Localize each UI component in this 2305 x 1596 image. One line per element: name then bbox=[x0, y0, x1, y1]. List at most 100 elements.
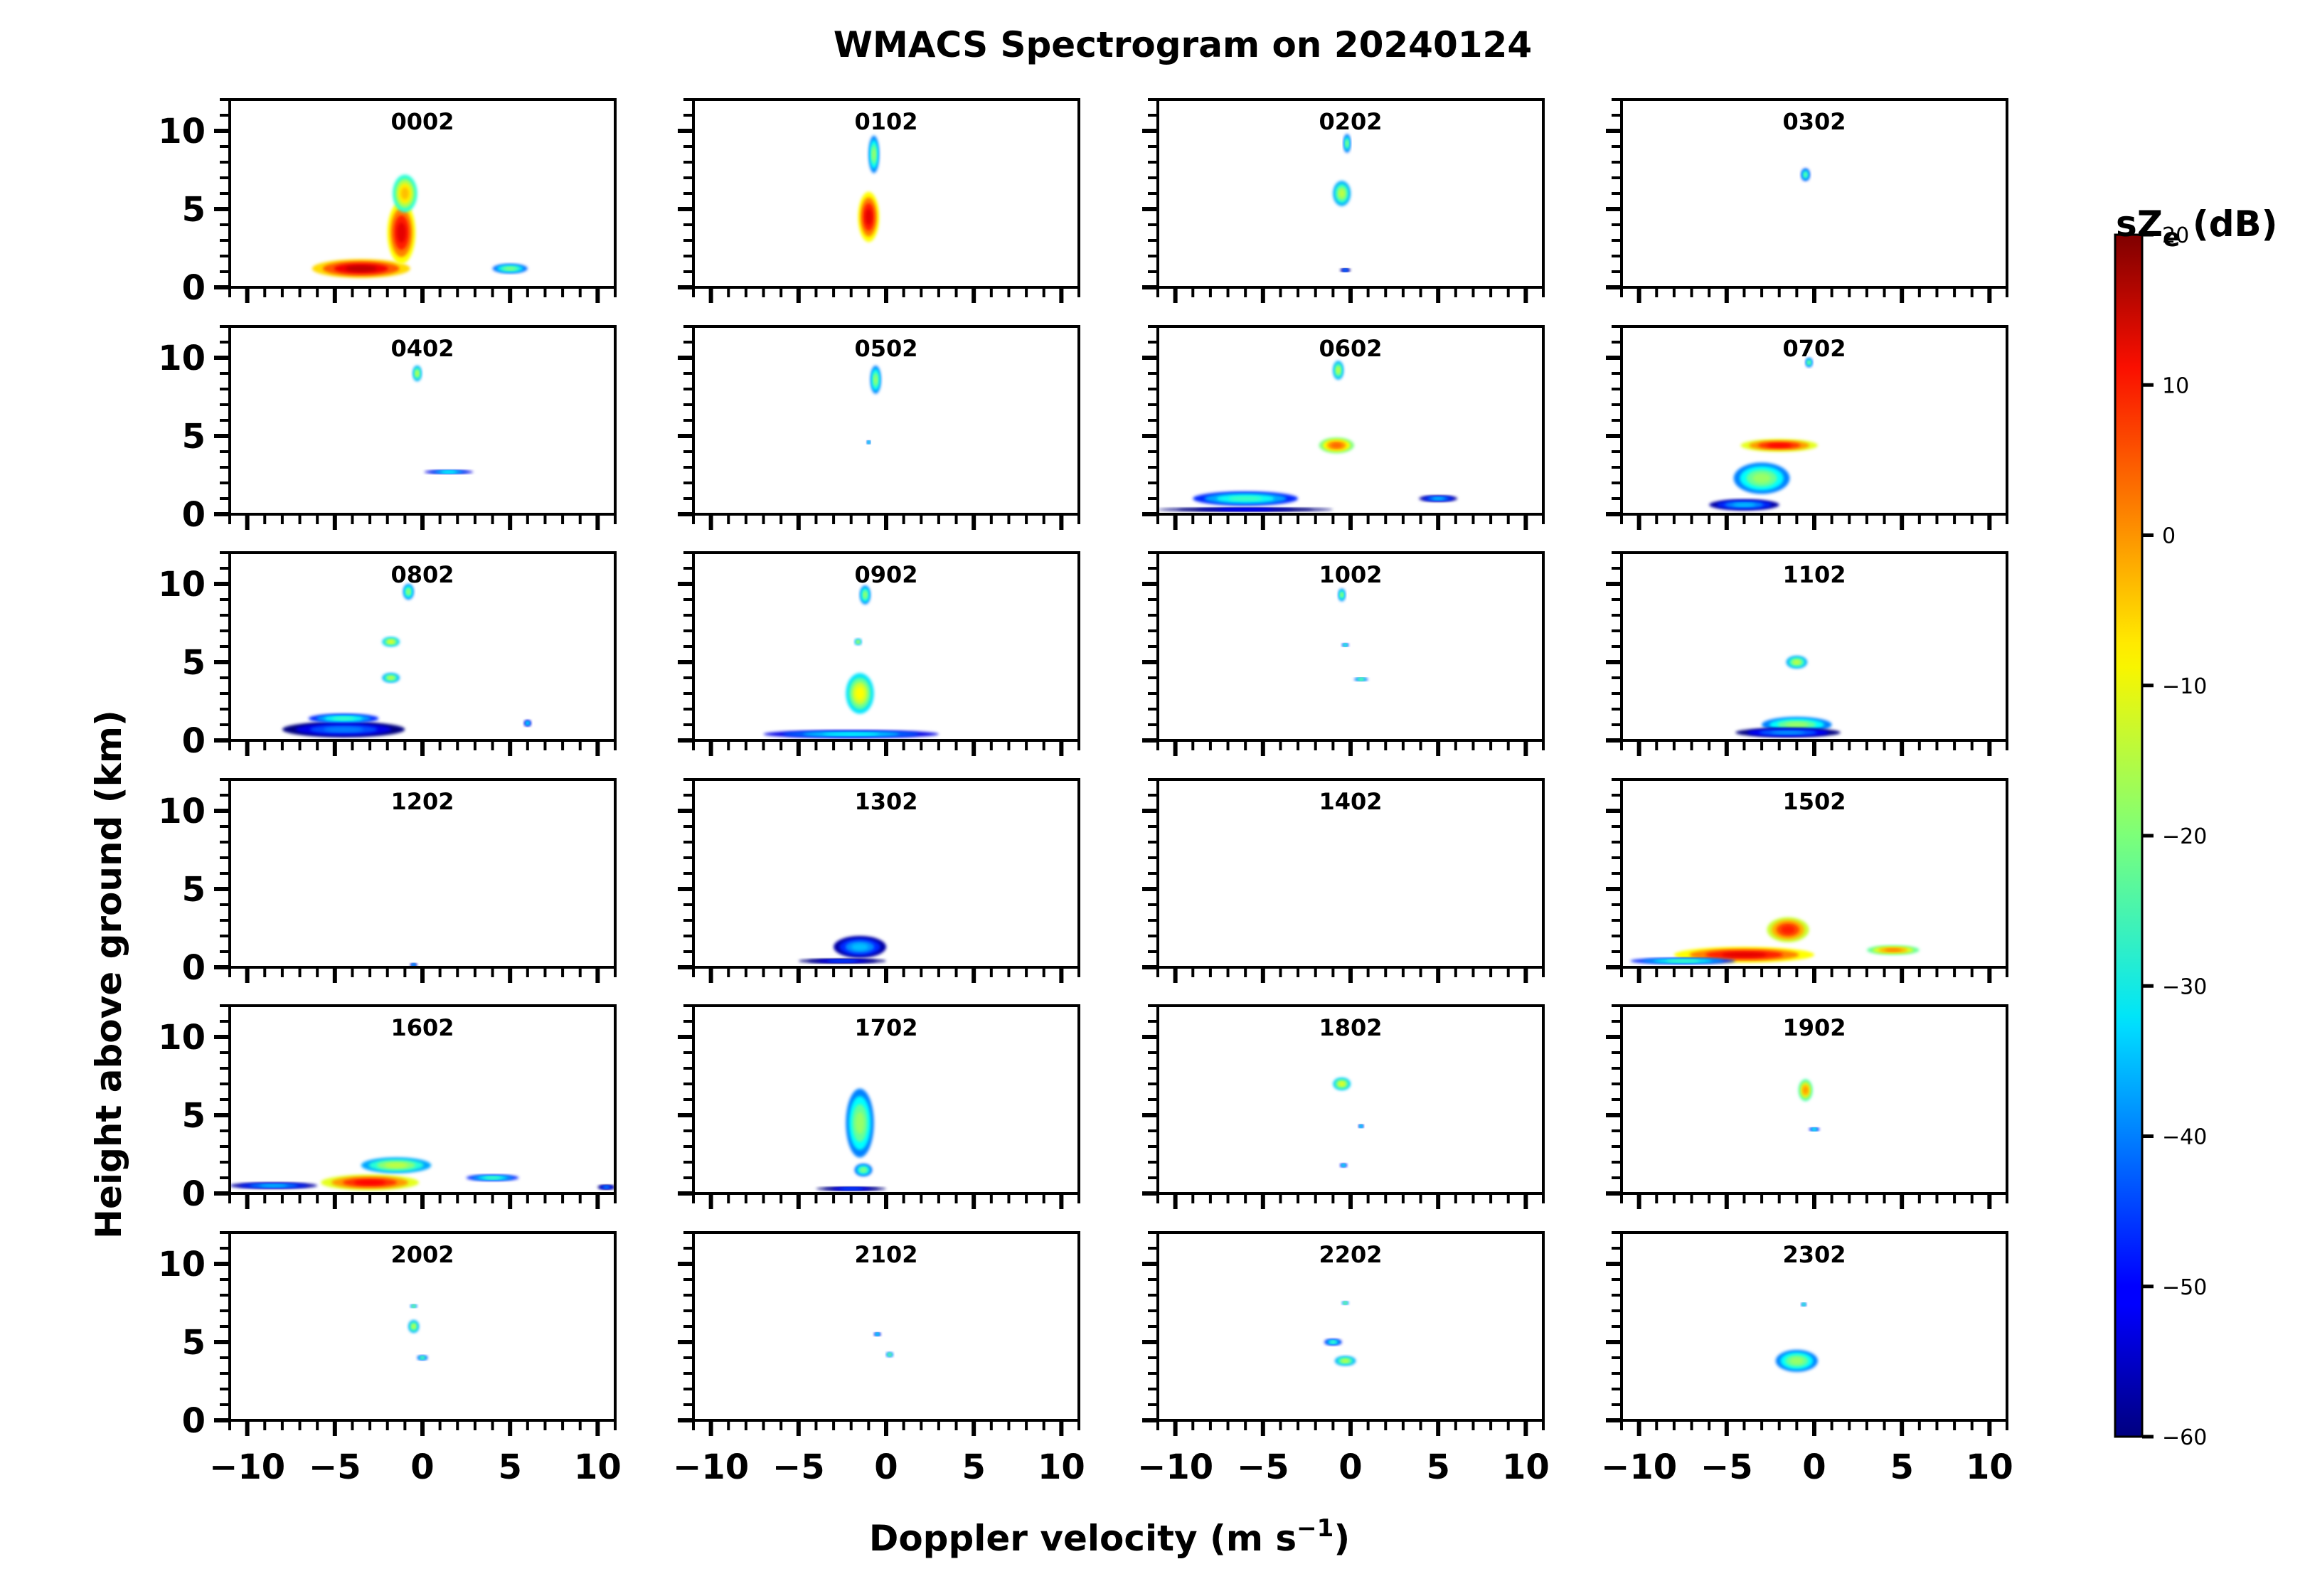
panel-time-label: 1502 bbox=[1782, 788, 1846, 815]
x-tick-label: −10 bbox=[209, 1447, 285, 1487]
panel-data bbox=[1798, 1079, 1820, 1132]
panel-data bbox=[1333, 1078, 1364, 1168]
spectral-echo bbox=[400, 187, 409, 200]
panel-time-label: 1102 bbox=[1782, 561, 1846, 588]
spectral-echo bbox=[415, 371, 419, 376]
y-tick-label: 10 bbox=[158, 339, 206, 378]
y-tick-label: 0 bbox=[182, 721, 206, 761]
x-tick-label: 5 bbox=[498, 1447, 521, 1487]
spectral-echo bbox=[1885, 948, 1902, 952]
spectral-echo bbox=[1812, 1127, 1816, 1131]
spectral-echo bbox=[603, 1186, 609, 1189]
spectral-echo bbox=[412, 1304, 415, 1308]
panel-data bbox=[408, 1304, 428, 1361]
y-tick-label: 5 bbox=[182, 417, 206, 457]
x-tick-label: −10 bbox=[1601, 1447, 1677, 1487]
colorbar-ticks: −60 −50 −40 −30 −20 −10 0 10 20 bbox=[2142, 223, 2207, 1450]
panel-0002: 0002 0 5 10 bbox=[158, 98, 617, 308]
spectral-echo bbox=[406, 589, 410, 595]
spectral-echo bbox=[1330, 1341, 1336, 1344]
spectral-echo bbox=[397, 222, 406, 243]
y-axis-label: Height above ground (km) bbox=[88, 710, 129, 1239]
panel-1002: 1002 bbox=[1142, 551, 1545, 756]
colorbar-tick-label: −10 bbox=[2162, 674, 2207, 699]
panel-time-label: 1702 bbox=[854, 1014, 917, 1041]
x-tick-label: 0 bbox=[410, 1447, 434, 1487]
panel-time-label: 0102 bbox=[854, 108, 917, 135]
spectral-echo bbox=[1785, 722, 1809, 728]
panel-data bbox=[1324, 1301, 1356, 1366]
panel-2202: 2202 −10 −5 0 5 10 bbox=[1137, 1231, 1550, 1487]
spectral-echo bbox=[484, 1176, 501, 1179]
panel-data bbox=[1801, 168, 1810, 181]
spectral-echo bbox=[839, 1187, 863, 1191]
panel-time-label: 2202 bbox=[1319, 1241, 1382, 1268]
panel-data bbox=[282, 584, 531, 738]
x-tick-label: −5 bbox=[309, 1447, 361, 1487]
panel-data bbox=[410, 963, 417, 967]
y-tick-label: 10 bbox=[158, 1018, 206, 1058]
y-tick-label: 5 bbox=[182, 643, 206, 683]
panel-0102: 0102 bbox=[678, 98, 1080, 303]
panel-1602: 1602 0 5 10 bbox=[158, 1004, 617, 1214]
spectral-echo bbox=[504, 267, 516, 270]
panel-1702: 1702 bbox=[678, 1004, 1080, 1209]
spectral-echo bbox=[385, 1162, 408, 1168]
panel-2002: 2002 0 5 10 −10 −5 0 5 10 bbox=[158, 1231, 622, 1487]
colorbar-tick-label: −30 bbox=[2162, 974, 2207, 999]
y-tick-label: 10 bbox=[158, 1245, 206, 1284]
spectral-echo bbox=[855, 686, 865, 701]
panel-data bbox=[798, 936, 886, 964]
y-tick-label: 0 bbox=[182, 1174, 206, 1214]
spectral-echo bbox=[1359, 1124, 1363, 1128]
x-tick-label: −5 bbox=[772, 1447, 825, 1487]
y-tick-label: 0 bbox=[182, 1401, 206, 1441]
panel-time-label: 1302 bbox=[854, 788, 917, 815]
spectral-echo bbox=[865, 208, 873, 225]
panel-1302: 1302 bbox=[678, 778, 1080, 983]
y-tick-label: 0 bbox=[182, 268, 206, 308]
panel-0302: 0302 bbox=[1606, 98, 2008, 303]
chart-title: WMACS Spectrogram on 20240124 bbox=[834, 24, 1532, 65]
colorbar-label: sZe (dB) bbox=[2116, 203, 2277, 252]
panel-time-label: 0002 bbox=[390, 108, 454, 135]
spectral-echo bbox=[412, 1324, 416, 1329]
spectral-echo bbox=[1338, 189, 1345, 198]
y-tick-label: 5 bbox=[182, 1096, 206, 1136]
x-tick-label: −10 bbox=[673, 1447, 749, 1487]
spectral-echo bbox=[1331, 442, 1343, 448]
panel-data bbox=[1709, 358, 1818, 511]
spectral-echo bbox=[324, 727, 363, 733]
spectral-echo bbox=[1803, 1086, 1808, 1094]
y-tick-label: 0 bbox=[182, 948, 206, 988]
colorbar-tick-label: −60 bbox=[2162, 1425, 2207, 1450]
panel-time-label: 1402 bbox=[1319, 788, 1382, 815]
colorbar-tick-label: 10 bbox=[2162, 373, 2189, 398]
spectral-echo bbox=[1781, 925, 1795, 934]
y-tick-label: 0 bbox=[182, 495, 206, 535]
spectral-echo bbox=[851, 943, 868, 951]
spectral-echo bbox=[1342, 1164, 1346, 1167]
panel-time-label: 1602 bbox=[390, 1014, 454, 1041]
spectral-echo bbox=[526, 721, 529, 725]
panel-time-label: 0702 bbox=[1782, 335, 1846, 362]
spectral-echo bbox=[1721, 952, 1767, 957]
spectral-echo bbox=[1341, 1359, 1349, 1363]
spectral-echo bbox=[873, 375, 878, 385]
spectral-echo bbox=[1343, 1302, 1347, 1304]
spectral-echo bbox=[412, 963, 415, 967]
spectral-echo bbox=[1336, 367, 1341, 373]
panel-data bbox=[1158, 361, 1458, 512]
panel-time-label: 1802 bbox=[1319, 1014, 1382, 1041]
spectral-echo bbox=[1732, 503, 1756, 507]
spectral-echo bbox=[354, 1180, 386, 1186]
panel-0702: 0702 bbox=[1606, 325, 2008, 530]
panel-time-label: 0202 bbox=[1319, 108, 1382, 135]
panel-1102: 1102 bbox=[1606, 551, 2008, 756]
spectral-echo bbox=[1807, 361, 1811, 364]
panel-time-label: 2302 bbox=[1782, 1241, 1846, 1268]
spectral-echo bbox=[1802, 1303, 1806, 1307]
spectral-echo bbox=[1338, 1082, 1345, 1086]
y-tick-label: 5 bbox=[182, 1323, 206, 1363]
panel-time-label: 2102 bbox=[854, 1241, 917, 1268]
